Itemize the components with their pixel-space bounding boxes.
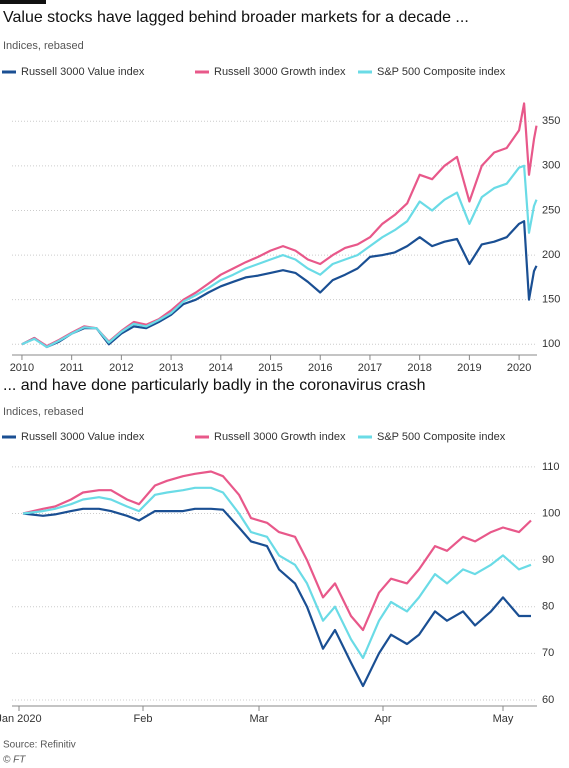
series-line bbox=[22, 486, 532, 660]
series-line bbox=[21, 102, 538, 348]
chart-subtitle: Indices, rebased bbox=[3, 40, 84, 52]
legend-label: S&P 500 Composite index bbox=[377, 431, 506, 443]
x-tick-label: 2019 bbox=[457, 362, 481, 374]
credit: © FT bbox=[3, 755, 26, 766]
x-tick-label: 2018 bbox=[407, 362, 431, 374]
x-tick-label: 2020 bbox=[507, 362, 531, 374]
y-tick-label: 80 bbox=[542, 601, 554, 613]
series-line bbox=[21, 164, 538, 349]
legend-label: S&P 500 Composite index bbox=[377, 66, 506, 78]
brand-bar bbox=[0, 0, 46, 4]
y-tick-label: 100 bbox=[542, 338, 560, 350]
y-tick-label: 250 bbox=[542, 204, 560, 216]
legend-label: Russell 3000 Growth index bbox=[214, 431, 346, 443]
x-tick-label: 2014 bbox=[209, 362, 233, 374]
series-line bbox=[21, 220, 538, 349]
x-tick-label: Apr bbox=[374, 713, 391, 725]
x-tick-label: May bbox=[493, 713, 514, 725]
y-tick-label: 110 bbox=[542, 461, 560, 473]
x-tick-label: 2011 bbox=[60, 362, 84, 374]
series-line bbox=[22, 470, 532, 632]
y-tick-label: 70 bbox=[542, 647, 554, 659]
legend-label: Russell 3000 Value index bbox=[21, 431, 145, 443]
source: Source: Refinitiv bbox=[3, 740, 76, 751]
x-tick-label: Feb bbox=[134, 713, 153, 725]
y-tick-label: 90 bbox=[542, 554, 554, 566]
x-tick-label: 2013 bbox=[159, 362, 183, 374]
x-tick-label: 2016 bbox=[308, 362, 332, 374]
chart-subtitle: Indices, rebased bbox=[3, 406, 84, 418]
y-tick-label: 300 bbox=[542, 160, 560, 172]
x-tick-label: 2015 bbox=[258, 362, 282, 374]
y-tick-label: 150 bbox=[542, 294, 560, 306]
y-tick-label: 350 bbox=[542, 115, 560, 127]
legend-label: Russell 3000 Growth index bbox=[214, 66, 346, 78]
chart-title: ... and have done particularly badly in … bbox=[3, 377, 425, 394]
y-tick-label: 200 bbox=[542, 249, 560, 261]
x-tick-label: 2010 bbox=[10, 362, 34, 374]
x-tick-label: 2017 bbox=[358, 362, 382, 374]
x-tick-label: 2012 bbox=[109, 362, 133, 374]
y-tick-label: 100 bbox=[542, 507, 560, 519]
x-tick-label: Mar bbox=[250, 713, 269, 725]
x-tick-label: Jan 2020 bbox=[0, 713, 42, 725]
chart-title: Value stocks have lagged behind broader … bbox=[3, 9, 469, 26]
y-tick-label: 60 bbox=[542, 694, 554, 706]
series-line bbox=[22, 507, 531, 688]
legend-label: Russell 3000 Value index bbox=[21, 66, 145, 78]
